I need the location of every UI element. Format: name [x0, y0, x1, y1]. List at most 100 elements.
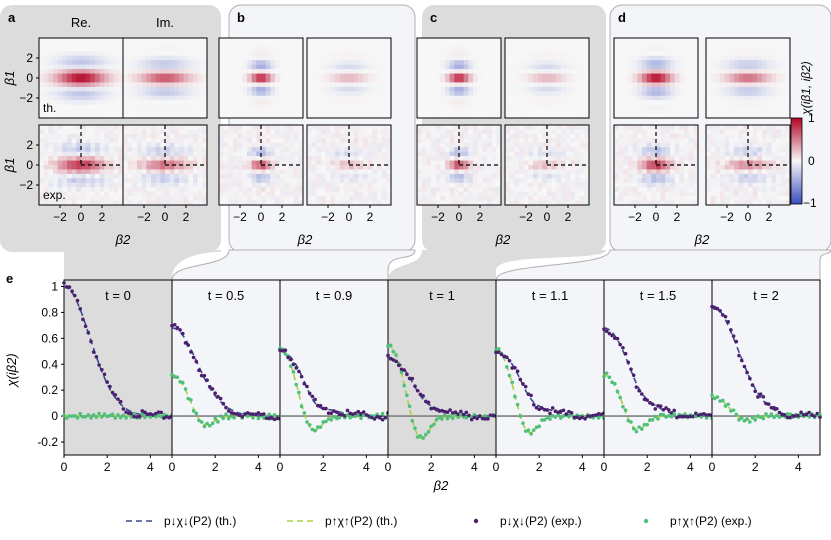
heatmap-cell — [528, 156, 534, 161]
heatmap-cell — [496, 73, 502, 79]
heatmap-cell — [381, 82, 387, 88]
heatmap-cell — [715, 138, 721, 144]
heatmap-cell — [353, 78, 359, 83]
heatmap-cell — [642, 91, 647, 97]
heatmap-cell — [344, 187, 350, 192]
heatmap-cell — [48, 104, 54, 110]
heatmap-cell — [265, 104, 271, 110]
heatmap-cell — [665, 129, 671, 135]
heatmap-cell — [642, 138, 647, 144]
heatmap-cell — [242, 160, 248, 166]
heatmap-cell — [109, 51, 114, 57]
heatmap-cell — [179, 196, 184, 201]
heatmap-cell — [679, 147, 685, 152]
heatmap-tile — [416, 124, 502, 206]
heatmap-cell — [95, 69, 100, 74]
heatmap-cell — [748, 73, 753, 79]
heatmap-cell — [579, 109, 585, 114]
heatmap-cell — [646, 38, 652, 43]
heatmap-cell — [344, 200, 350, 206]
heatmap-cell — [316, 169, 322, 175]
heatmap-cell — [537, 165, 543, 170]
heatmap-tile — [306, 124, 392, 206]
heatmap-cell — [519, 60, 524, 65]
heatmap-cell — [155, 133, 161, 139]
heatmap-cell — [242, 191, 248, 197]
heatmap-cell — [183, 151, 189, 157]
heatmap-cell — [127, 129, 133, 135]
heatmap-cell — [491, 55, 497, 61]
heatmap-cell — [307, 60, 312, 65]
heatmap-frame — [218, 37, 304, 119]
heatmap-cell — [197, 51, 203, 57]
heatmap-cell — [339, 133, 345, 139]
heatmap-cell — [127, 156, 133, 161]
heatmap-cell — [237, 196, 243, 201]
heatmap-cell — [141, 200, 147, 206]
heatmap-cell — [738, 95, 744, 101]
heatmap-cell — [519, 147, 524, 152]
heatmap-cell — [344, 182, 350, 188]
heatmap-cell — [298, 95, 304, 101]
heatmap-cell — [575, 109, 580, 114]
heatmap-cell — [344, 191, 350, 197]
heatmap-cell — [637, 91, 643, 97]
heatmap-cell — [284, 151, 290, 157]
heatmap-cell — [279, 142, 285, 148]
heatmap-cell — [367, 73, 373, 79]
heatmap-cell — [533, 82, 538, 88]
heatmap-cell — [104, 173, 110, 179]
heatmap-cell — [473, 46, 478, 52]
heatmap-cell — [118, 133, 124, 139]
heatmap-cell — [468, 133, 474, 139]
heatmap-cell — [155, 200, 161, 206]
heatmap-cell — [141, 69, 147, 74]
heatmap-cell — [137, 178, 142, 184]
heatmap-cell — [463, 196, 469, 201]
heatmap-cell — [85, 104, 91, 110]
heatmap-cell — [565, 200, 571, 206]
heatmap-cell — [335, 173, 340, 179]
heatmap-cell — [688, 191, 694, 197]
heatmap-cell — [358, 86, 364, 92]
heatmap-cell — [265, 160, 271, 166]
heatmap-cell — [449, 173, 455, 179]
heatmap-cell — [473, 38, 478, 43]
heatmap-cell — [642, 125, 647, 130]
heatmap-cell — [579, 138, 585, 144]
heatmap-cell — [247, 156, 252, 161]
heatmap-cell — [651, 109, 657, 114]
heatmap-cell — [656, 69, 661, 74]
heatmap-cell — [435, 73, 441, 79]
heatmap-cell — [39, 187, 44, 192]
heatmap-cell — [762, 109, 767, 114]
heatmap-cell — [223, 125, 229, 130]
heatmap-cell — [584, 42, 590, 48]
heatmap-cell — [477, 187, 483, 192]
heatmap-cell — [270, 182, 276, 188]
heatmap-cell — [618, 156, 624, 161]
heatmap-cell — [487, 86, 492, 92]
heatmap-cell — [377, 138, 382, 144]
heatmap-cell — [660, 78, 666, 83]
heatmap-cell — [561, 113, 566, 119]
heatmap-cell — [570, 151, 576, 157]
heatmap-cell — [547, 95, 552, 101]
heatmap-cell — [251, 165, 257, 170]
heatmap-cell — [237, 86, 243, 92]
heatmap-cell — [565, 156, 571, 161]
heatmap-cell — [372, 109, 378, 114]
heatmap-cell — [537, 113, 543, 119]
heatmap-cell — [623, 113, 629, 119]
heatmap-cell — [270, 38, 276, 43]
heatmap-cell — [151, 82, 156, 88]
heatmap-cell — [155, 160, 161, 166]
heatmap-cell — [316, 95, 322, 101]
heatmap-cell — [284, 200, 290, 206]
heatmap-cell — [381, 142, 387, 148]
heatmap-cell — [693, 113, 699, 119]
heatmap-cell — [570, 160, 576, 166]
heatmap-cell — [565, 104, 571, 110]
heatmap-cell — [99, 156, 105, 161]
heatmap-cell — [71, 156, 77, 161]
